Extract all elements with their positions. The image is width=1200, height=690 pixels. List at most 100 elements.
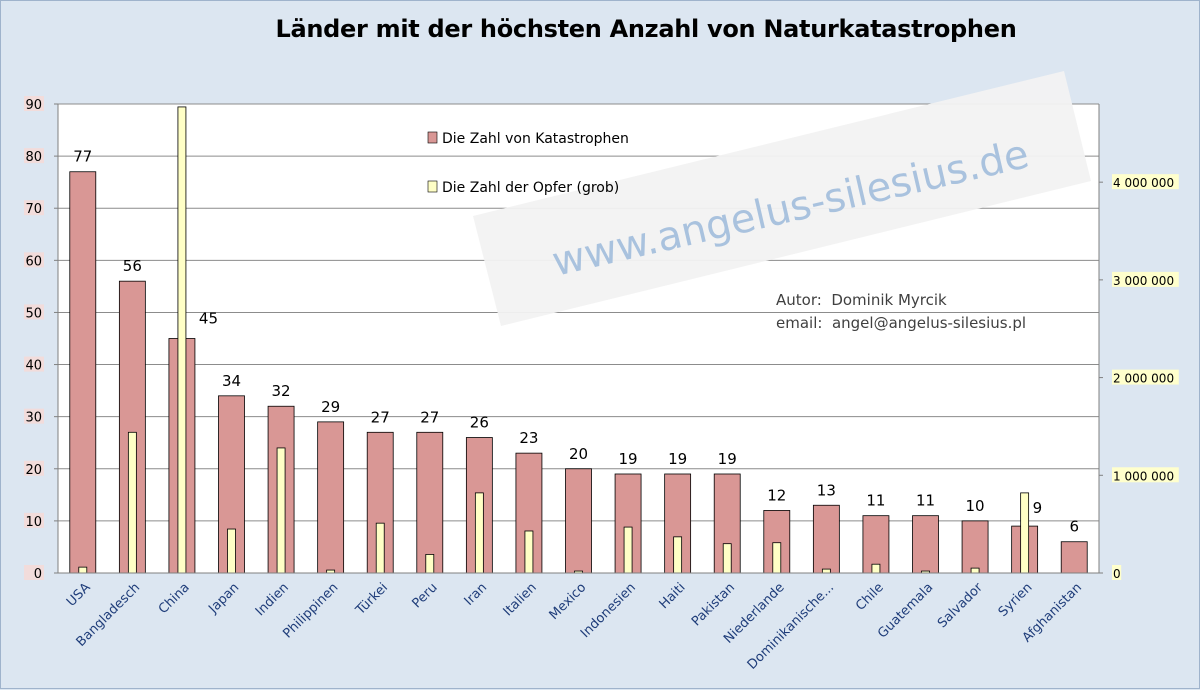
data-label: 19 bbox=[718, 450, 737, 468]
bar-opfer bbox=[871, 563, 881, 574]
left-tick-label: 30 bbox=[25, 411, 42, 426]
legend-label-opfer: Die Zahl der Opfer (grob) bbox=[442, 180, 619, 196]
bars bbox=[69, 106, 1088, 574]
left-tick-bg bbox=[24, 565, 44, 580]
bar-opfer bbox=[78, 566, 88, 574]
data-label: 27 bbox=[420, 408, 439, 426]
bar-opfer bbox=[276, 447, 286, 574]
category-label: Mexico bbox=[547, 580, 590, 623]
data-label: 27 bbox=[371, 408, 390, 426]
category-label: Dominikanische... bbox=[745, 580, 837, 672]
bar-opfer bbox=[524, 530, 534, 574]
left-tick-bg bbox=[24, 512, 44, 528]
author-info: Autor: Dominik Myrcik email: angel@angel… bbox=[776, 291, 1026, 332]
right-axis-ticks: 0 1 000 000 2 000 000 3 000 000 4 000 000 bbox=[1099, 174, 1179, 581]
legend-swatch-katastrophen bbox=[427, 131, 438, 144]
data-label: 32 bbox=[272, 382, 291, 400]
left-tick-label: 40 bbox=[25, 359, 42, 374]
left-axis-ticks: 0 10 20 30 40 50 60 70 80 90 bbox=[24, 96, 58, 582]
data-label: 11 bbox=[916, 492, 935, 510]
category-label: Chile bbox=[853, 580, 887, 614]
bar-opfer bbox=[772, 542, 782, 574]
category-label: USA bbox=[64, 580, 94, 610]
data-labels: 77 56 45 34 32 29 27 27 26 23 20 19 19 19 12 13 11 11 10 9 6 bbox=[73, 148, 1079, 536]
bar-opfer bbox=[673, 536, 683, 574]
right-tick-label: 4 000 000 bbox=[1113, 176, 1174, 190]
bar-opfer bbox=[375, 522, 385, 574]
left-tick-label: 90 bbox=[25, 98, 42, 113]
left-tick-bg bbox=[24, 408, 44, 424]
right-tick-bg bbox=[1112, 271, 1179, 287]
category-label: Pakistan bbox=[689, 580, 738, 629]
data-label: 23 bbox=[519, 429, 538, 447]
left-tick-bg bbox=[24, 460, 44, 476]
data-label: 45 bbox=[199, 310, 218, 328]
category-label: Haiti bbox=[657, 580, 689, 612]
left-tick-bg bbox=[24, 96, 44, 111]
data-label: 20 bbox=[569, 445, 588, 463]
bar-katastrophen bbox=[1060, 541, 1088, 574]
bar-opfer bbox=[1020, 492, 1030, 574]
bar-opfer bbox=[425, 554, 435, 574]
right-tick-bg bbox=[1112, 174, 1179, 190]
bar-opfer bbox=[970, 567, 980, 574]
category-label: Italien bbox=[501, 580, 540, 619]
category-label: China bbox=[156, 580, 193, 617]
right-tick-label: 1 000 000 bbox=[1113, 469, 1174, 483]
left-tick-label: 70 bbox=[25, 202, 42, 217]
left-tick-label: 80 bbox=[25, 150, 42, 165]
bar-opfer bbox=[722, 543, 732, 574]
data-label: 10 bbox=[966, 497, 985, 515]
category-label: Japan bbox=[205, 580, 242, 617]
legend-swatch-opfer bbox=[427, 180, 438, 193]
data-label: 29 bbox=[321, 398, 340, 416]
legend-label-katastrophen: Die Zahl von Katastrophen bbox=[442, 131, 629, 147]
left-tick-label: 0 bbox=[34, 567, 42, 582]
bar-opfer bbox=[474, 492, 484, 574]
data-label: 26 bbox=[470, 414, 489, 432]
right-tick-label: 0 bbox=[1113, 567, 1121, 581]
left-tick-bg bbox=[24, 252, 44, 268]
right-tick-bg bbox=[1112, 565, 1122, 580]
data-label: 19 bbox=[668, 450, 687, 468]
data-label: 13 bbox=[817, 481, 836, 499]
data-label: 12 bbox=[767, 486, 786, 504]
category-label: Türkei bbox=[353, 580, 391, 618]
category-label: Iran bbox=[462, 580, 491, 609]
category-label: Syrien bbox=[996, 580, 1036, 620]
data-label: 9 bbox=[1033, 499, 1043, 517]
right-tick-label: 2 000 000 bbox=[1113, 372, 1174, 386]
left-tick-bg bbox=[24, 200, 44, 216]
data-label: 6 bbox=[1069, 518, 1079, 536]
bar-katastrophen bbox=[961, 520, 989, 574]
bar-opfer bbox=[821, 568, 831, 574]
bar-opfer bbox=[227, 528, 236, 574]
bar-opfer bbox=[623, 526, 633, 574]
data-label: 34 bbox=[222, 372, 241, 390]
category-label: Salvador bbox=[935, 580, 986, 631]
bar-katastrophen bbox=[565, 468, 592, 574]
data-label: 11 bbox=[866, 492, 885, 510]
bar-katastrophen bbox=[912, 515, 939, 574]
left-tick-bg bbox=[24, 304, 44, 320]
left-tick-label: 10 bbox=[25, 515, 42, 530]
left-tick-label: 20 bbox=[25, 463, 42, 478]
bar-opfer bbox=[127, 431, 137, 574]
category-label: Indien bbox=[253, 580, 292, 619]
chart-title: Länder mit der höchsten Anzahl von Natur… bbox=[275, 15, 1017, 43]
left-tick-label: 50 bbox=[25, 306, 42, 321]
data-label: 19 bbox=[619, 450, 638, 468]
bar-katastrophen bbox=[317, 421, 345, 574]
bar-opfer bbox=[177, 106, 187, 574]
right-tick-label: 3 000 000 bbox=[1113, 274, 1174, 288]
left-tick-bg bbox=[24, 356, 44, 372]
legend: Die Zahl von Katastrophen Die Zahl der O… bbox=[427, 131, 629, 196]
bar-katastrophen bbox=[69, 171, 97, 574]
data-label: 56 bbox=[123, 257, 142, 275]
category-label: Peru bbox=[410, 580, 441, 611]
left-tick-label: 60 bbox=[25, 254, 42, 269]
bar-katastrophen bbox=[416, 431, 444, 574]
